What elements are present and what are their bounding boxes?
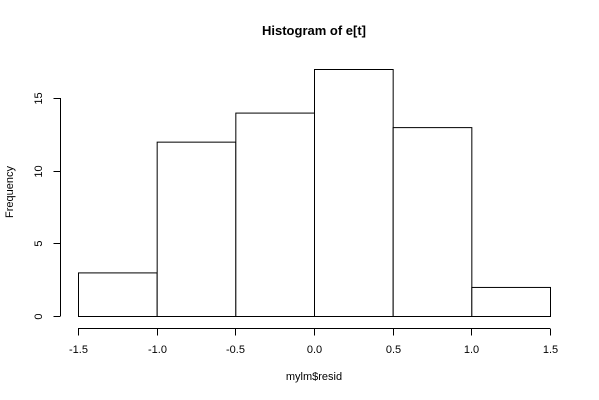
x-tick-label: 0.5 <box>386 344 401 356</box>
histogram-bar-2 <box>235 112 315 317</box>
y-tick-label: 15 <box>33 92 45 104</box>
y-tick-label: 0 <box>33 313 45 319</box>
histogram-bar-1 <box>156 141 237 317</box>
histogram-bar-3 <box>314 69 394 317</box>
y-tick-label: 10 <box>33 165 45 177</box>
x-axis: -1.5 -1.0 -0.5 0.0 0.5 1.0 1.5 <box>69 328 558 356</box>
chart-title: Histogram of e[t] <box>262 23 366 38</box>
histogram-bar-5 <box>471 286 552 317</box>
histogram-bars <box>78 69 552 318</box>
x-tick-label: 0.0 <box>307 344 322 356</box>
x-tick-label: -1.0 <box>148 344 167 356</box>
y-axis: 0 5 10 15 <box>33 92 61 320</box>
y-axis-label: Frequency <box>4 166 16 218</box>
y-tick-label: 5 <box>33 240 45 246</box>
x-axis-label: mylm$resid <box>286 371 342 383</box>
x-tick-label: -1.5 <box>69 344 88 356</box>
x-tick-label: 1.5 <box>543 344 558 356</box>
x-tick-label: 1.0 <box>464 344 479 356</box>
x-tick-label: -0.5 <box>226 344 245 356</box>
histogram-bar-0 <box>78 272 158 318</box>
histogram-bar-4 <box>392 127 473 317</box>
